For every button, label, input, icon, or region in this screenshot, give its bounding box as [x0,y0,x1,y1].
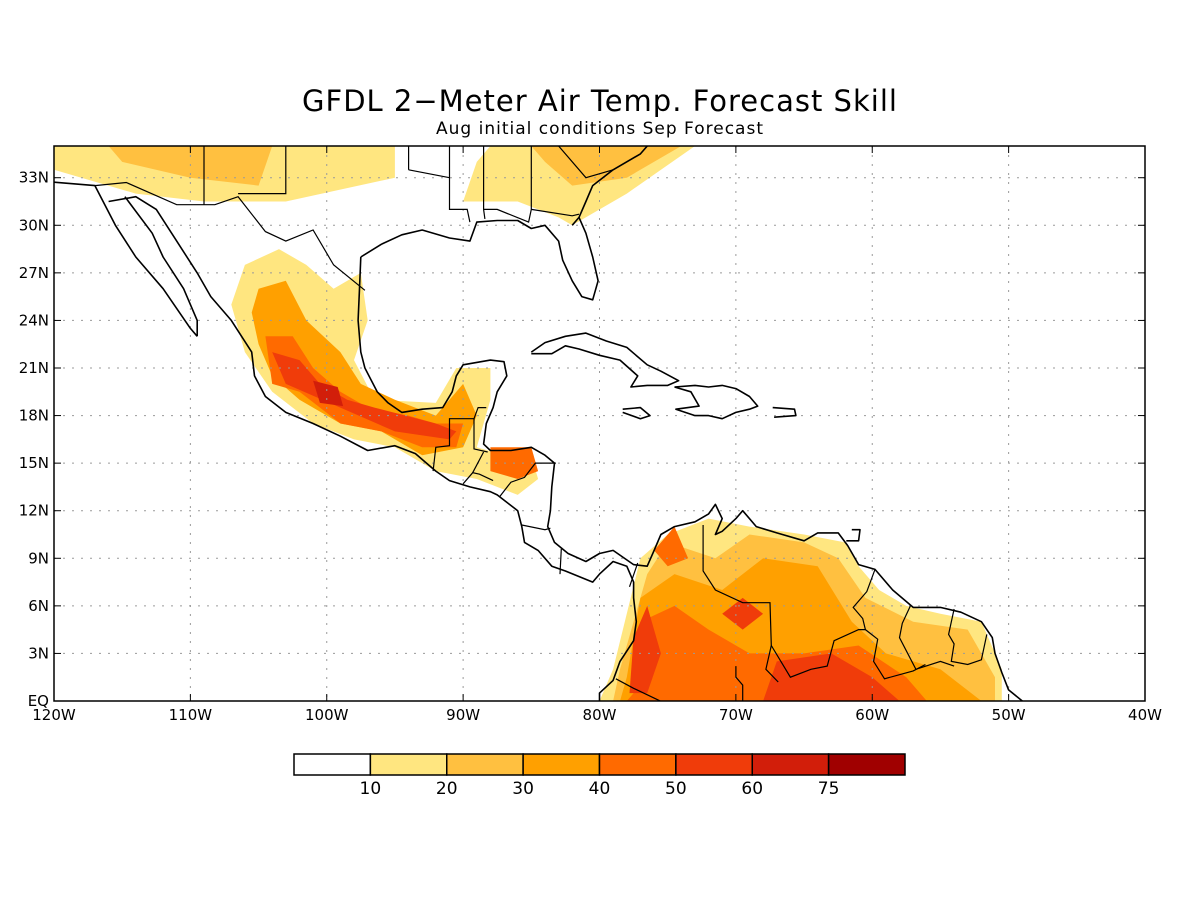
lat-tick-label: 18N [19,407,49,425]
border-line [521,524,551,531]
lat-tick-label: 15N [19,454,49,472]
border-line [664,703,682,717]
map-title: GFDL 2−Meter Air Temp. Forecast Skill [302,84,898,118]
coastline [772,406,797,418]
colorbar-swatch-4 [598,753,677,776]
map-subtitle: Aug initial conditions Sep Forecast [436,119,764,139]
border-line [432,418,488,472]
border-line [499,462,556,497]
border-line [770,569,876,678]
lon-tick-label: 90W [446,706,480,724]
border-line [94,181,366,291]
border-line [448,177,471,223]
colorbar-swatch-6 [751,753,830,776]
border-line [408,146,451,179]
coastline [622,406,651,420]
colorbar-label: 10 [360,779,382,799]
border-line [462,472,494,485]
lat-tick-label: EQ [28,692,49,710]
border-line [702,525,779,683]
lat-tick-label: 21N [19,359,49,377]
colorbar-swatch-3 [522,753,601,776]
lon-tick-label: 110W [169,706,213,724]
skill-region-7 [272,352,457,440]
skill-region-3 [531,146,682,186]
colorbar-label: 30 [512,779,534,799]
lat-tick-label: 33N [19,169,49,187]
coastline [674,384,759,420]
lon-tick-label: 70W [719,706,753,724]
skill-region-8 [313,380,344,407]
border-line [628,562,639,587]
lon-tick-label: 100W [305,706,349,724]
colorbar-swatch-7 [827,753,906,776]
lat-tick-label: 6N [28,597,49,615]
skill-region-16 [629,605,661,694]
colorbar-label: 75 [818,779,840,799]
colorbar-label: 50 [665,779,687,799]
lat-tick-label: 27N [19,264,49,282]
border-line [473,407,487,419]
skill-region-15 [763,653,900,701]
lon-tick-label: 80W [583,706,617,724]
lat-tick-label: 30N [19,216,49,234]
axis-ticks: 120W 110W 100W 90W 80W 70W 60W 50W 40W EQ 3N 6N 9N 12… [19,146,1162,724]
border-line [735,666,744,701]
border-line [558,146,614,179]
coastline [360,217,599,301]
border-line [238,146,287,195]
border-line [472,451,485,473]
border-line [615,678,662,701]
border-line [483,146,532,223]
colorbar-label: 20 [436,779,458,799]
border-line [865,629,926,680]
colorbar-swatch-5 [675,753,753,776]
lat-lon-grid [54,146,1145,701]
border-line [531,208,580,217]
coastlines [54,146,1024,701]
border-line [898,605,955,671]
coastline [124,196,198,337]
colorbar-label: 60 [741,779,763,799]
political-borders [94,146,988,717]
border-line [947,608,988,666]
skill-region-5 [251,280,477,456]
lat-tick-label: 24N [19,311,49,329]
map-frame [53,145,1146,702]
skill-region-17 [654,526,689,567]
coastline [846,528,861,542]
lat-tick-label: 9N [28,549,49,567]
coastline [530,332,680,388]
lat-tick-label: 3N [28,644,49,662]
coastline [357,256,1024,701]
border-line [559,548,562,575]
coastline [108,195,638,701]
lon-tick-label: 50W [992,706,1026,724]
colorbar-label: 40 [589,779,611,799]
skill-region-14 [722,597,764,630]
lon-tick-label: 60W [855,706,889,724]
lat-tick-label: 12N [19,502,49,520]
colorbar-swatch-1 [369,753,448,776]
lon-tick-label: 40W [1128,706,1162,724]
lon-tick-label: 120W [32,706,76,724]
colorbar-legend: 10 20 30 40 50 60 75 [293,753,906,799]
colorbar-swatch-0 [293,753,372,776]
colorbar-swatch-2 [446,753,524,776]
skill-shading [54,146,1002,701]
